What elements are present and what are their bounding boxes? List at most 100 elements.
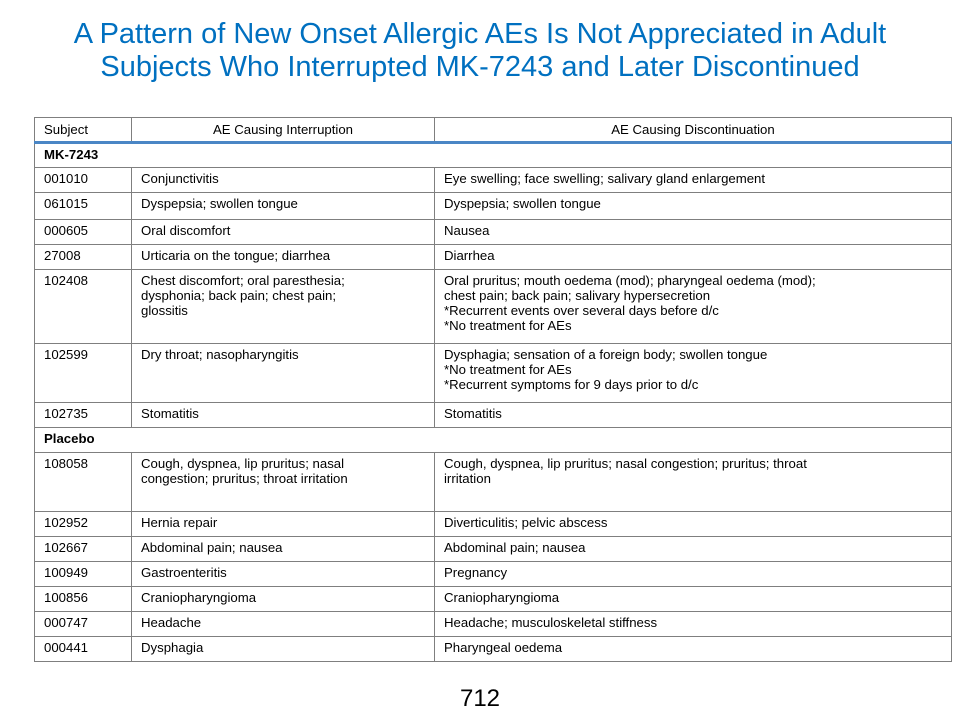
discontinuation-cell: Dysphagia; sensation of a foreign body; …: [434, 343, 952, 403]
interruption-cell: Conjunctivitis: [131, 167, 435, 193]
subject-cell: 102952: [34, 511, 132, 537]
subject-cell: 000605: [34, 219, 132, 245]
subject-cell: 27008: [34, 244, 132, 270]
discontinuation-cell: Oral pruritus; mouth oedema (mod); phary…: [434, 269, 952, 344]
interruption-cell: Oral discomfort: [131, 219, 435, 245]
slide-title-line-1: A Pattern of New Onset Allergic AEs Is N…: [73, 18, 887, 50]
subject-cell: 100949: [34, 561, 132, 587]
interruption-text-line: Conjunctivitis: [141, 171, 219, 186]
interruption-text-line: dysphonia; back pain; chest pain;: [141, 288, 337, 303]
discontinuation-cell: Pharyngeal oedema: [434, 636, 952, 662]
discontinuation-cell: Pregnancy: [434, 561, 952, 587]
discontinuation-cell: Dyspepsia; swollen tongue: [434, 192, 952, 220]
discontinuation-text-line: Cough, dyspnea, lip pruritus; nasal cong…: [444, 456, 807, 471]
interruption-cell: Chest discomfort; oral paresthesia; dysph…: [131, 269, 435, 344]
discontinuation-text-line: Nausea: [444, 223, 490, 238]
discontinuation-text-line: *Recurrent symptoms for 9 days prior to …: [444, 377, 699, 392]
discontinuation-cell: Eye swelling; face swelling; salivary gl…: [434, 167, 952, 193]
discontinuation-cell: Nausea: [434, 219, 952, 245]
discontinuation-cell: Cough, dyspnea, lip pruritus; nasal cong…: [434, 452, 952, 512]
table-body: MK-7243 001010 Conjunctivitis Eye swelling;…: [34, 142, 952, 662]
discontinuation-text-line: chest pain; back pain; salivary hypersec…: [444, 288, 711, 303]
discontinuation-cell: Diarrhea: [434, 244, 952, 270]
discontinuation-text-line: Pharyngeal oedema: [444, 640, 563, 655]
interruption-text-line: Hernia repair: [141, 515, 218, 530]
interruption-text-line: Craniopharyngioma: [141, 590, 257, 605]
discontinuation-text-line: Oral pruritus; mouth oedema (mod); phary…: [444, 273, 816, 288]
interruption-text-line: Dysphagia: [141, 640, 204, 655]
interruption-text-line: Abdominal pain; nausea: [141, 540, 283, 555]
table-header-row: Subject AE Causing Interruption AE Causi…: [34, 117, 952, 144]
discontinuation-text-line: Eye swelling; face swelling; salivary gl…: [444, 171, 766, 186]
table-row: 000605 Oral discomfort Nausea: [34, 219, 952, 245]
subject-cell: 102599: [34, 343, 132, 403]
subject-cell: 000441: [34, 636, 132, 662]
group-row: Placebo: [34, 427, 952, 453]
interruption-cell: Hernia repair: [131, 511, 435, 537]
discontinuation-text-line: Dysphagia; sensation of a foreign body; …: [444, 347, 768, 362]
table-row: 102599 Dry throat; nasopharyngitis Dysphag…: [34, 343, 952, 403]
interruption-cell: Dysphagia: [131, 636, 435, 662]
interruption-cell: Abdominal pain; nausea: [131, 536, 435, 562]
page-number: 712: [459, 685, 501, 712]
table-row: 100856 Craniopharyngioma Craniopharyngioma: [34, 586, 952, 612]
interruption-cell: Craniopharyngioma: [131, 586, 435, 612]
discontinuation-text-line: Headache; musculoskeletal stiffness: [444, 615, 658, 630]
interruption-text-line: Dry throat; nasopharyngitis: [141, 347, 299, 362]
interruption-cell: Stomatitis: [131, 402, 435, 428]
discontinuation-text-line: Pregnancy: [444, 565, 508, 580]
discontinuation-text-line: Diarrhea: [444, 248, 495, 263]
subject-cell: 001010: [34, 167, 132, 193]
interruption-text-line: Chest discomfort; oral paresthesia;: [141, 273, 345, 288]
discontinuation-text-line: *No treatment for AEs: [444, 362, 572, 377]
subject-cell: 061015: [34, 192, 132, 220]
table-row: 102667 Abdominal pain; nausea Abdominal pa…: [34, 536, 952, 562]
discontinuation-text-line: *Recurrent events over several days befo…: [444, 303, 719, 318]
table-row: 102735 Stomatitis Stomatitis: [34, 402, 952, 428]
table-row: 001010 Conjunctivitis Eye swelling; face s…: [34, 167, 952, 193]
subject-cell: 100856: [34, 586, 132, 612]
subject-cell: 102735: [34, 402, 132, 428]
interruption-cell: Cough, dyspnea, lip pruritus; nasal conge…: [131, 452, 435, 512]
subject-cell: 000747: [34, 611, 132, 637]
subject-cell: 102667: [34, 536, 132, 562]
interruption-cell: Headache: [131, 611, 435, 637]
group-label: MK-7243: [34, 142, 952, 168]
subject-cell: 108058: [34, 452, 132, 512]
interruption-text-line: Gastroenteritis: [141, 565, 227, 580]
interruption-cell: Gastroenteritis: [131, 561, 435, 587]
discontinuation-cell: Headache; musculoskeletal stiffness: [434, 611, 952, 637]
header-discontinuation: AE Causing Discontinuation: [434, 117, 952, 144]
table-row: 000747 Headache Headache; musculoskeletal …: [34, 611, 952, 637]
interruption-text-line: Dyspepsia; swollen tongue: [141, 196, 298, 211]
discontinuation-cell: Diverticulitis; pelvic abscess: [434, 511, 952, 537]
discontinuation-cell: Stomatitis: [434, 402, 952, 428]
interruption-text-line: Urticaria on the tongue; diarrhea: [141, 248, 331, 263]
interruption-text-line: Stomatitis: [141, 406, 199, 421]
subject-cell: 102408: [34, 269, 132, 344]
table-row: 061015 Dyspepsia; swollen tongue Dyspepsia…: [34, 192, 952, 220]
discontinuation-text-line: irritation: [444, 471, 491, 486]
interruption-cell: Urticaria on the tongue; diarrhea: [131, 244, 435, 270]
table-row: 102408 Chest discomfort; oral paresthesia…: [34, 269, 952, 344]
interruption-text-line: Headache: [141, 615, 202, 630]
discontinuation-cell: Abdominal pain; nausea: [434, 536, 952, 562]
discontinuation-text-line: *No treatment for AEs: [444, 318, 572, 333]
interruption-cell: Dyspepsia; swollen tongue: [131, 192, 435, 220]
discontinuation-text-line: Abdominal pain; nausea: [444, 540, 586, 555]
group-row: MK-7243: [34, 142, 952, 168]
table-row: 102952 Hernia repair Diverticulitis; pelvi…: [34, 511, 952, 537]
table-row: 100949 Gastroenteritis Pregnancy: [34, 561, 952, 587]
header-subject: Subject: [34, 117, 132, 144]
ae-table: Subject AE Causing Interruption AE Causi…: [34, 117, 952, 662]
table-row: 108058 Cough, dyspnea, lip pruritus; nasa…: [34, 452, 952, 512]
interruption-cell: Dry throat; nasopharyngitis: [131, 343, 435, 403]
header-interruption: AE Causing Interruption: [131, 117, 435, 144]
discontinuation-cell: Craniopharyngioma: [434, 586, 952, 612]
table-row: 000441 Dysphagia Pharyngeal oedema: [34, 636, 952, 662]
table-row: 27008 Urticaria on the tongue; diarrhea Di…: [34, 244, 952, 270]
group-label: Placebo: [34, 427, 952, 453]
discontinuation-text-line: Stomatitis: [444, 406, 502, 421]
interruption-text-line: glossitis: [141, 303, 188, 318]
discontinuation-text-line: Craniopharyngioma: [444, 590, 560, 605]
